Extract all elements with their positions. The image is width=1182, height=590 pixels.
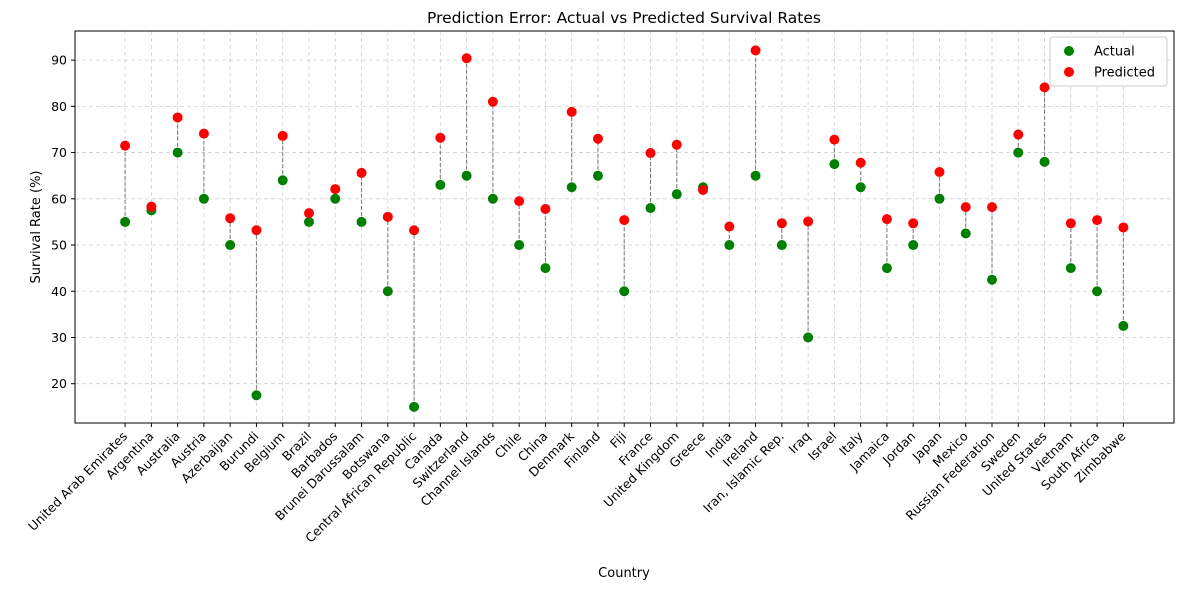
predicted-point	[829, 134, 840, 145]
predicted-point	[592, 133, 603, 144]
actual-point	[776, 240, 787, 251]
predicted-point	[698, 185, 709, 196]
predicted-point	[409, 225, 420, 236]
predicted-point	[487, 96, 498, 107]
predicted-point	[566, 106, 577, 117]
predicted-point	[382, 211, 393, 222]
actual-point	[172, 147, 183, 158]
actual-point	[803, 332, 814, 343]
predicted-point	[671, 139, 682, 150]
legend: Actual Predicted	[1049, 36, 1168, 87]
predicted-point	[356, 167, 367, 178]
y-tick-label: 40	[51, 284, 67, 299]
legend-label-predicted: Predicted	[1094, 66, 1155, 81]
y-axis-title: Survival Rate (%)	[29, 171, 44, 284]
predicted-point	[1118, 222, 1129, 233]
actual-point	[277, 175, 288, 186]
actual-point	[566, 182, 577, 193]
predicted-point	[198, 128, 209, 139]
predicted-point	[120, 140, 131, 151]
actual-point	[251, 390, 262, 401]
legend-marker-predicted	[1064, 67, 1074, 77]
actual-point	[934, 193, 945, 204]
x-axis-title: Country	[598, 566, 650, 581]
actual-point	[198, 193, 209, 204]
actual-point	[619, 286, 630, 297]
predicted-point	[645, 148, 656, 159]
actual-point	[514, 240, 525, 251]
actual-point	[1092, 286, 1103, 297]
chart-title: Prediction Error: Actual vs Predicted Su…	[427, 9, 821, 27]
predicted-point	[1065, 218, 1076, 229]
legend-label-actual: Actual	[1094, 45, 1135, 60]
predicted-point	[303, 208, 314, 219]
actual-point	[671, 189, 682, 200]
actual-point	[1039, 156, 1050, 167]
actual-point	[960, 228, 971, 239]
actual-point	[382, 286, 393, 297]
actual-point	[881, 263, 892, 274]
y-tick-label: 70	[51, 145, 67, 160]
actual-point	[1013, 147, 1024, 158]
predicted-point	[908, 218, 919, 229]
actual-point	[120, 216, 131, 227]
predicted-point	[540, 203, 551, 214]
actual-point	[750, 170, 761, 181]
predicted-point	[881, 214, 892, 225]
predicted-point	[934, 166, 945, 177]
predicted-point	[855, 157, 866, 168]
predicted-point	[724, 221, 735, 232]
predicted-point	[514, 196, 525, 207]
predicted-point	[750, 45, 761, 56]
predicted-point	[1039, 82, 1050, 93]
actual-point	[435, 179, 446, 190]
y-tick-label: 60	[51, 191, 67, 206]
actual-point	[225, 240, 236, 251]
actual-point	[461, 170, 472, 181]
actual-point	[487, 193, 498, 204]
y-tick-label: 30	[51, 330, 67, 345]
actual-point	[330, 193, 341, 204]
predicted-point	[461, 53, 472, 64]
y-tick-label: 50	[51, 238, 67, 253]
legend-frame	[1049, 36, 1168, 87]
actual-point	[592, 170, 603, 181]
actual-point	[356, 216, 367, 227]
predicted-point	[803, 216, 814, 227]
actual-point	[855, 182, 866, 193]
predicted-point	[146, 201, 157, 212]
predicted-point	[330, 184, 341, 195]
predicted-point	[1013, 129, 1024, 140]
actual-point	[540, 263, 551, 274]
actual-point	[829, 159, 840, 170]
y-tick-label: 20	[51, 376, 67, 391]
actual-point	[724, 240, 735, 251]
actual-point	[987, 274, 998, 285]
actual-point	[409, 401, 420, 412]
predicted-point	[251, 225, 262, 236]
actual-point	[645, 203, 656, 214]
predicted-point	[277, 130, 288, 141]
y-tick-label: 90	[51, 53, 67, 68]
predicted-point	[1092, 215, 1103, 226]
predicted-point	[987, 202, 998, 213]
actual-point	[1065, 263, 1076, 274]
actual-point	[1118, 320, 1129, 331]
predicted-point	[960, 202, 971, 213]
predicted-point	[435, 132, 446, 143]
predicted-point	[619, 215, 630, 226]
y-tick-label: 80	[51, 99, 67, 114]
predicted-point	[225, 213, 236, 224]
predicted-point	[172, 112, 183, 123]
actual-point	[908, 240, 919, 251]
actual-point	[303, 216, 314, 227]
legend-marker-actual	[1064, 46, 1074, 56]
predicted-point	[776, 218, 787, 229]
